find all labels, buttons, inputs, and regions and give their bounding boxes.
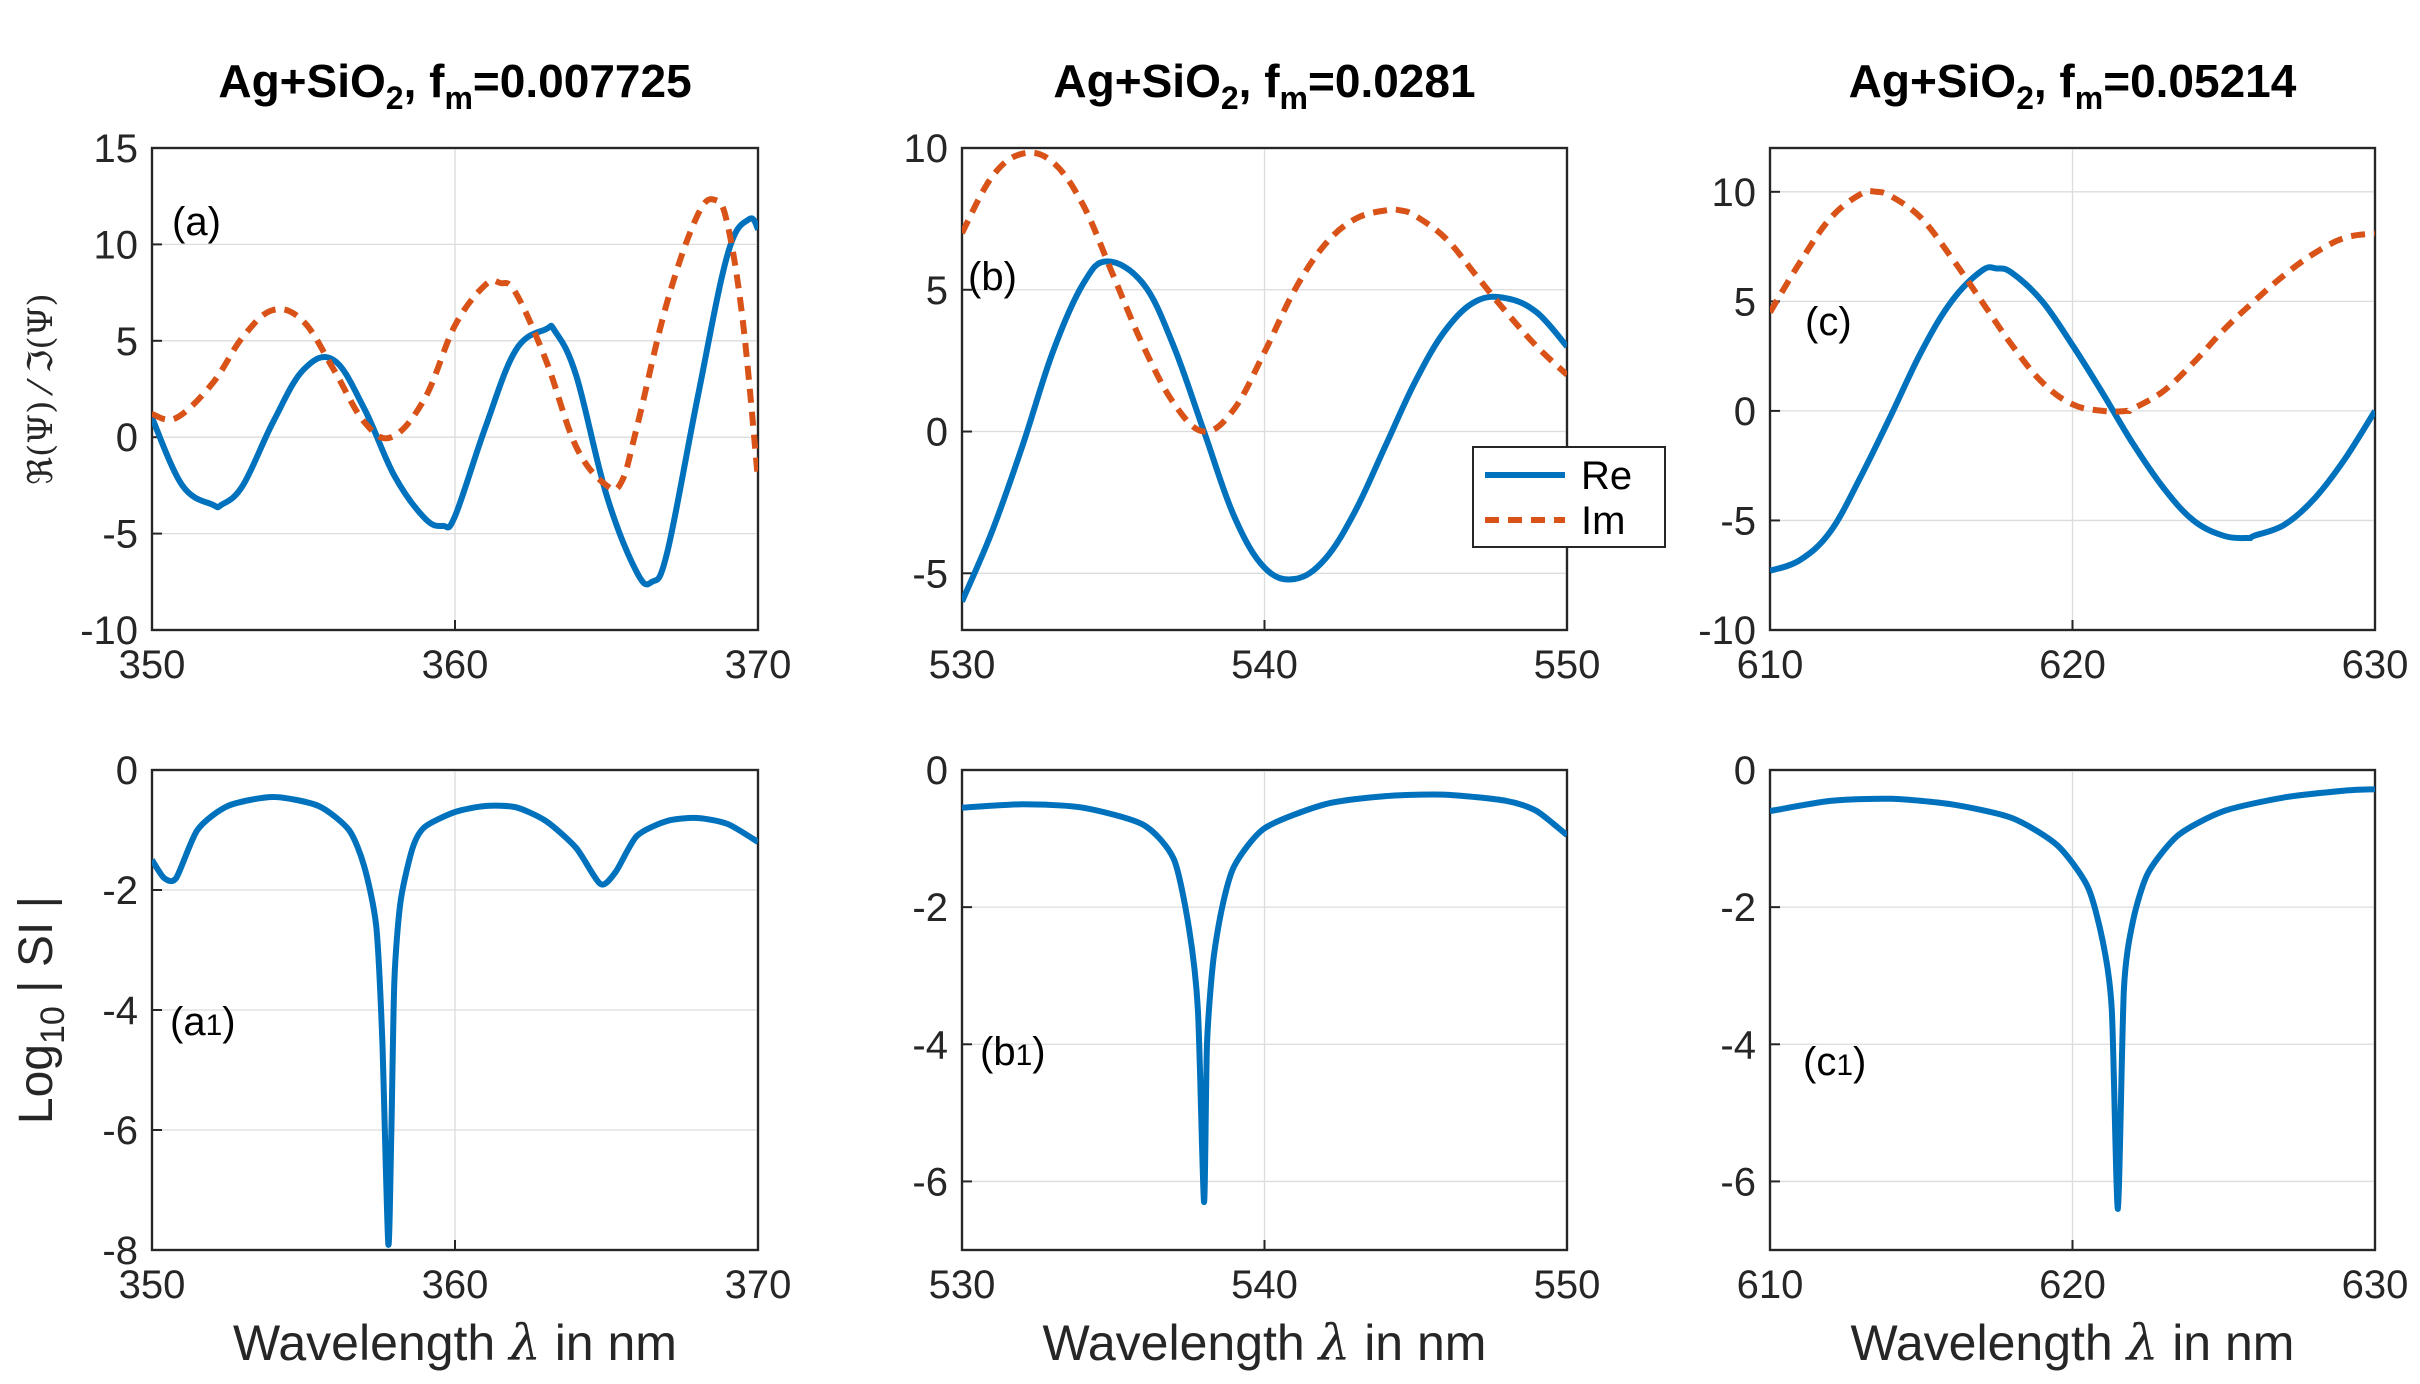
y-tick-label: -4 bbox=[912, 1023, 948, 1067]
axes-frame bbox=[1768, 146, 2377, 632]
y-axis-label: ℜ(Ψ) ⁄ ℑ(Ψ) bbox=[21, 293, 61, 484]
y-tick-label: -10 bbox=[1698, 609, 1756, 653]
y-tick-label: 0 bbox=[116, 416, 138, 460]
legend-label-im: Im bbox=[1581, 499, 1625, 543]
panel-bottom-right: 610 620 630 -6 -4 -2 0 (c1) Wavelength λ in nm bbox=[1720, 749, 2408, 1372]
panel-top-left: 350 360 370 -10 -5 0 5 10 15 Ag+SiO2, fm=0.007725… bbox=[21, 55, 791, 687]
series-line-re bbox=[1770, 264, 2375, 574]
y-tick-label: -10 bbox=[80, 609, 138, 653]
y-tick-label: 5 bbox=[926, 269, 948, 313]
y-tick-label: -5 bbox=[1720, 499, 1756, 543]
panel-label: (a) bbox=[172, 200, 221, 244]
y-tick-label: -4 bbox=[102, 989, 138, 1033]
x-tick-label: 630 bbox=[2342, 1263, 2409, 1307]
y-tick-label: 15 bbox=[94, 127, 139, 171]
axes-frame bbox=[150, 146, 760, 632]
y-tick-label: 0 bbox=[1734, 749, 1756, 793]
x-tick-label: 610 bbox=[1737, 1263, 1804, 1307]
chart-title: Ag+SiO2, fm=0.007725 bbox=[218, 55, 691, 116]
x-tick-label: 530 bbox=[929, 643, 996, 687]
y-tick-label: -5 bbox=[102, 513, 138, 557]
x-tick-label: 360 bbox=[422, 1263, 489, 1307]
axes-frame bbox=[960, 146, 1569, 632]
x-tick-label: 530 bbox=[929, 1263, 996, 1307]
x-axis-label: Wavelength λ in nm bbox=[233, 1314, 677, 1372]
x-tick-label: 370 bbox=[725, 1263, 792, 1307]
x-tick-label: 610 bbox=[1737, 643, 1804, 687]
x-axis-label: Wavelength λ in nm bbox=[1851, 1314, 2295, 1372]
y-axis-label: Log10 | SI | bbox=[10, 896, 72, 1124]
panel-label: (c1) bbox=[1803, 1040, 1866, 1084]
x-tick-label: 540 bbox=[1231, 1263, 1298, 1307]
y-tick-label: 10 bbox=[94, 223, 139, 267]
y-tick-label: 10 bbox=[1712, 171, 1757, 215]
x-tick-label: 620 bbox=[2039, 643, 2106, 687]
x-axis-label: Wavelength λ in nm bbox=[1043, 1314, 1487, 1372]
axes-frame bbox=[1768, 768, 2377, 1252]
x-tick-label: 350 bbox=[119, 643, 186, 687]
panel-bottom-middle: 530 540 550 -6 -4 -2 0 (b1) Wavelength λ in nm bbox=[912, 749, 1600, 1372]
series-line-im bbox=[1770, 187, 2375, 415]
legend-box bbox=[1472, 446, 1666, 548]
y-tick-label: 0 bbox=[116, 749, 138, 793]
y-tick-label: -2 bbox=[102, 869, 138, 913]
panel-label: (b) bbox=[968, 255, 1017, 299]
y-tick-label: -2 bbox=[912, 886, 948, 930]
chart-title: Ag+SiO2, fm=0.0281 bbox=[1053, 55, 1475, 116]
y-tick-label: -2 bbox=[1720, 886, 1756, 930]
panel-top-right: 610 620 630 -10 -5 0 5 10 Ag+SiO2, fm=0.05214 (c) bbox=[1698, 55, 2408, 687]
y-tick-label: 0 bbox=[926, 411, 948, 455]
axes-frame bbox=[960, 768, 1569, 1252]
x-tick-label: 550 bbox=[1534, 643, 1601, 687]
panel-bottom-left: 350 360 370 -8 -6 -4 -2 0 (a1) Wavelength λ in nm… bbox=[10, 749, 791, 1372]
x-tick-label: 620 bbox=[2039, 1263, 2106, 1307]
y-tick-label: 0 bbox=[1734, 390, 1756, 434]
y-tick-label: 0 bbox=[926, 749, 948, 793]
series-line-si bbox=[1770, 786, 2375, 1212]
x-tick-label: 350 bbox=[119, 1263, 186, 1307]
series-line-im bbox=[152, 196, 758, 493]
y-tick-label: 5 bbox=[1734, 280, 1756, 324]
legend-label-re: Re bbox=[1581, 454, 1632, 498]
y-tick-label: -5 bbox=[912, 552, 948, 596]
y-tick-label: 5 bbox=[116, 320, 138, 364]
y-tick-label: -6 bbox=[102, 1109, 138, 1153]
x-tick-label: 630 bbox=[2342, 643, 2409, 687]
panel-label: (b1) bbox=[980, 1030, 1046, 1074]
y-tick-label: -4 bbox=[1720, 1023, 1756, 1067]
y-tick-label: 10 bbox=[904, 127, 949, 171]
x-tick-label: 550 bbox=[1534, 1263, 1601, 1307]
y-tick-label: -6 bbox=[912, 1160, 948, 1204]
panel-label: (a1) bbox=[170, 1000, 236, 1044]
y-tick-label: -8 bbox=[102, 1229, 138, 1273]
axes-frame bbox=[150, 768, 760, 1252]
series-line-im bbox=[962, 149, 1567, 435]
series-line-si bbox=[962, 791, 1567, 1206]
x-tick-label: 360 bbox=[422, 643, 489, 687]
series-line-re bbox=[152, 215, 758, 588]
series-line-re bbox=[962, 258, 1567, 603]
panel-label: (c) bbox=[1805, 300, 1852, 344]
series-line-si bbox=[152, 794, 758, 1248]
x-tick-label: 540 bbox=[1231, 643, 1298, 687]
x-tick-label: 370 bbox=[725, 643, 792, 687]
chart-title: Ag+SiO2, fm=0.05214 bbox=[1849, 55, 2297, 116]
y-tick-label: -6 bbox=[1720, 1160, 1756, 1204]
